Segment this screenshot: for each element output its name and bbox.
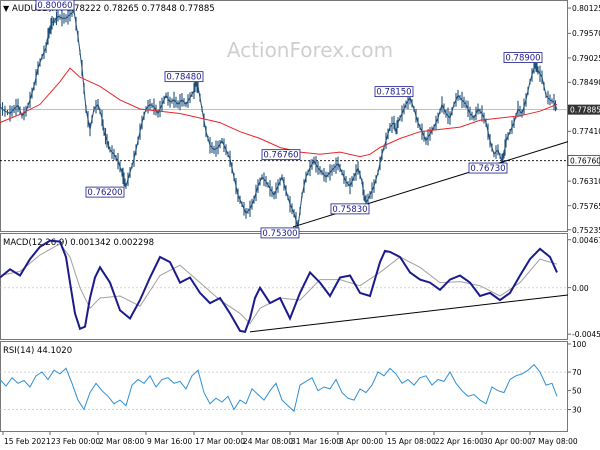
- rsi-panel-title: RSI(14) 44.1020: [3, 346, 72, 356]
- x-tick-label: 15 Apr 08:00: [387, 437, 436, 446]
- x-tick-label: 22 Apr 16:00: [435, 437, 484, 446]
- price-annotation-label: 0.75300: [262, 229, 297, 239]
- price-annotation-label: 0.76730: [470, 164, 505, 174]
- price-annotation-label: 0.78480: [166, 73, 201, 83]
- price-ytick-label: 0.75765: [572, 202, 600, 211]
- x-tick-label: 7 May 08:00: [531, 437, 578, 446]
- macd-ytick-label: 0.00: [572, 284, 589, 293]
- x-tick-label: 24 Mar 08:00: [243, 437, 293, 446]
- price-annotation-box: [503, 52, 543, 64]
- price-annotation-box: [260, 227, 300, 239]
- macd-layer: 0.004677 0.00 -0.004519: [0, 236, 600, 339]
- price-annotation-box: [261, 149, 301, 161]
- price-annotation-label: 0.76200: [87, 188, 122, 198]
- price-ytick-label: 0.79025: [572, 54, 600, 63]
- price-annotation-box: [35, 0, 75, 11]
- x-tick-label: 17 Mar 00:00: [195, 437, 245, 446]
- price-panel-title: AUDUSD,H4 0.78222 0.78265 0.77848 0.7788…: [12, 4, 215, 14]
- axis-layer: 15 Feb 2021 23 Feb 00:002 Mar 08:00 9 Mar …: [2, 432, 578, 446]
- x-tick-label: 30 Apr 00:00: [483, 437, 532, 446]
- x-tick-label: 23 Feb 00:00: [51, 437, 100, 446]
- price-annotation-label: 0.75830: [332, 205, 367, 215]
- rsi-ytick-label: 50: [572, 387, 582, 396]
- price-ytick-label: 0.80125: [572, 4, 600, 13]
- current-price-tag: [568, 104, 600, 115]
- rsi-layer: 100 70 50 30: [0, 340, 587, 414]
- x-tick-label: 31 Mar 16:00: [291, 437, 341, 446]
- price-annotation-label: 0.78900: [505, 54, 540, 64]
- current-price-tag-label: 0.77885: [570, 106, 600, 115]
- price-annotation-label: 0.78150: [376, 88, 411, 98]
- macd-main-line: [0, 239, 558, 333]
- x-tick-label: 9 Mar 16:00: [147, 437, 193, 446]
- x-tick-label: 15 Feb 2021: [4, 437, 51, 446]
- price-annotation-label: 0.80060: [37, 1, 72, 11]
- rsi-line: [0, 363, 558, 413]
- x-tick-label: 2 Mar 08:00: [99, 437, 145, 446]
- price-annotation-box: [164, 71, 204, 83]
- price-panel-title-arrow: ▼: [3, 4, 10, 13]
- rsi-panel-frame: [0, 341, 568, 432]
- macd-ytick-label: 0.004677: [572, 236, 600, 245]
- price-ytick-label: 0.78490: [572, 78, 600, 87]
- price-annotation-label: 0.76760: [263, 151, 298, 161]
- price-ytick-label: 0.77410: [572, 127, 600, 136]
- level-price-tag-label: 0.76760: [570, 157, 600, 166]
- price-annotation-box: [468, 162, 508, 174]
- rsi-ytick-label: 30: [572, 405, 582, 414]
- macd-trendline: [249, 294, 569, 333]
- price-layer: 0.80060 0.76200 0.78480 0.76760 0.75300 0.758…: [0, 0, 600, 239]
- price-ytick-label: 0.75235: [572, 226, 600, 235]
- price-annotation-box: [374, 86, 414, 98]
- price-annotation-box: [85, 186, 125, 198]
- moving-average-line: [0, 67, 558, 158]
- x-tick-label: 8 Apr 00:00: [339, 437, 383, 446]
- price-ytick-label: 0.76310: [572, 177, 600, 186]
- level-price-tag: [567, 155, 600, 166]
- rsi-ytick-label: 70: [572, 368, 582, 377]
- price-series-line: [0, 10, 558, 228]
- macd-panel-title: MACD(12,26,9) 0.001342 0.002298: [3, 238, 154, 248]
- watermark: ActionForex.com: [227, 38, 393, 62]
- macd-ytick-label: -0.004519: [572, 330, 600, 339]
- rsi-ytick-label: 100: [572, 340, 587, 349]
- price-ytick-label: 0.79570: [572, 29, 600, 38]
- macd-signal-line: [0, 243, 558, 325]
- price-annotation-box: [330, 203, 370, 215]
